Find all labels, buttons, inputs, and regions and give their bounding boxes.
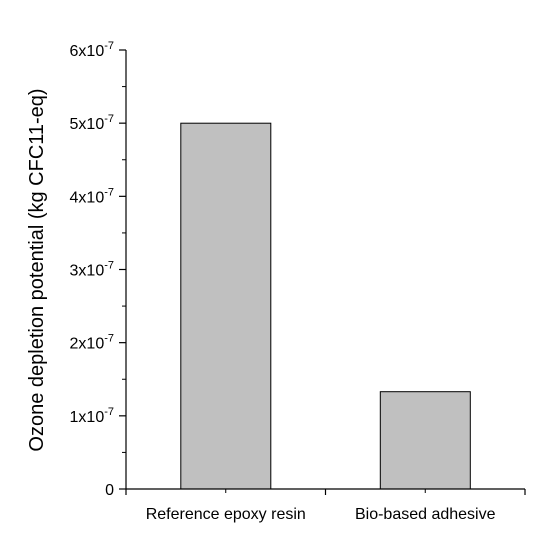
y-tick-label-2: 2x10-7 <box>70 333 114 353</box>
y-tick-label-5: 5x10-7 <box>70 113 114 133</box>
x-category-label-1: Bio-based adhesive <box>355 506 496 523</box>
bars-layer <box>180 122 471 490</box>
y-axis-label: Ozone depletion potential (kg CFC11-eq) <box>26 88 48 451</box>
y-tick-label-4: 4x10-7 <box>70 186 114 206</box>
y-tick-label-6: 6x10-7 <box>70 40 114 60</box>
bar-1 <box>379 391 471 490</box>
y-tick-label-3: 3x10-7 <box>70 260 114 280</box>
bar-0 <box>180 122 272 490</box>
x-category-label-0: Reference epoxy resin <box>146 506 306 523</box>
labels-layer: 0 1x10-7 2x10-7 3x10-7 4x10-7 5x10-7 6x10-7 Ref… <box>70 40 496 523</box>
y-tick-label-0: 0 <box>105 482 114 499</box>
y-tick-label-1: 1x10-7 <box>70 406 114 426</box>
ticks-layer <box>119 49 526 495</box>
